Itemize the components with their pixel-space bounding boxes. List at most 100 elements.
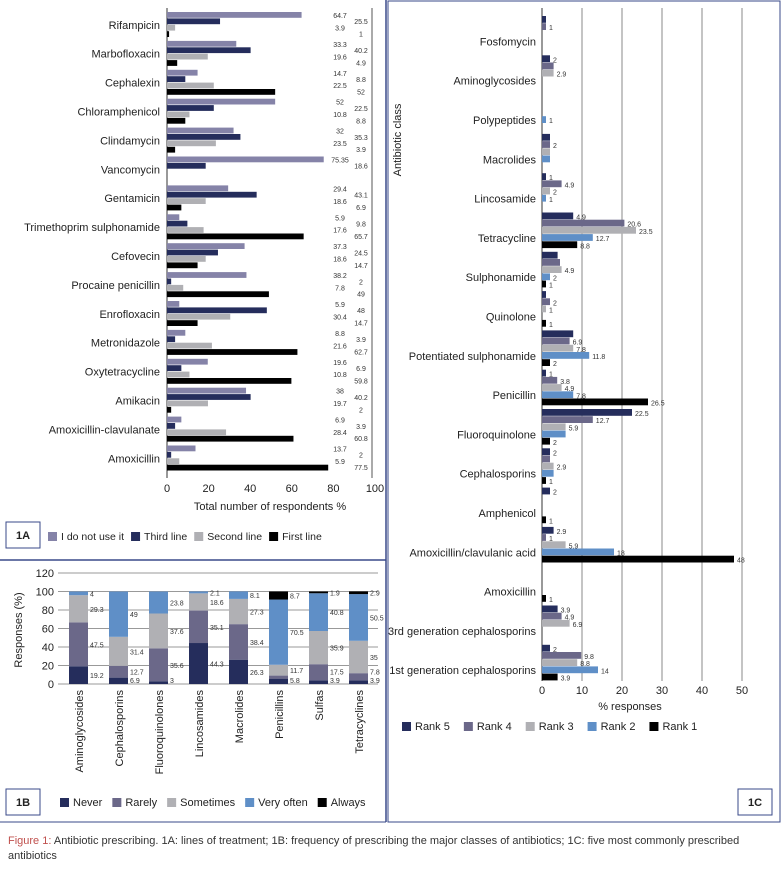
b-category-label: Penicillins (274, 690, 286, 739)
b-data-label: 40.8 (330, 610, 344, 617)
a-data-label: 10.8 (333, 372, 347, 379)
a-bar (167, 233, 304, 240)
a-category-label: Rifampicin (109, 20, 160, 32)
b-legend-swatch (245, 798, 255, 807)
a-bar (167, 394, 251, 400)
c-x-axis-title: % responses (598, 701, 662, 713)
a-bar (167, 53, 208, 60)
b-legend-label: Sometimes (180, 797, 236, 809)
c-legend-swatch (649, 722, 659, 731)
c-bar (542, 644, 550, 652)
c-bar (542, 526, 554, 534)
a-category-label: Enrofloxacin (99, 309, 160, 321)
b-bar-segment (349, 594, 368, 641)
c-data-label: 4.9 (565, 182, 575, 189)
b-category-label: Aminoglycosides (74, 690, 86, 773)
c-data-label: 8.8 (580, 243, 590, 250)
b-bar-segment (349, 640, 368, 674)
a-bar (167, 191, 257, 198)
c-bar (542, 69, 554, 77)
c-bar (542, 369, 546, 377)
a-category-label: Marbofloxacin (92, 49, 160, 61)
a-bar (167, 320, 198, 326)
a-bar (167, 89, 276, 95)
c-data-label: 1 (549, 479, 553, 486)
a-bar (167, 365, 182, 371)
c-data-label: 2 (553, 361, 557, 368)
b-data-label: 2.1 (210, 590, 220, 597)
b-bar-segment (269, 591, 288, 600)
a-data-label: 28.4 (333, 430, 347, 437)
b-bar-segment (269, 678, 288, 684)
a-x-tick-label: 80 (327, 483, 339, 495)
a-data-label: 2 (359, 453, 363, 460)
a-bar (167, 406, 172, 413)
a-data-label: 48 (357, 308, 365, 315)
b-data-label: 50.5 (370, 615, 384, 622)
c-legend-swatch (463, 722, 473, 731)
c-data-label: 2 (553, 647, 557, 654)
c-data-label: 18 (617, 551, 625, 558)
b-data-label: 49 (130, 612, 138, 619)
c-bar (542, 652, 582, 659)
a-data-label: 1 (359, 32, 363, 39)
c-bar (542, 430, 566, 438)
b-bar-segment (229, 659, 248, 684)
c-bar (542, 619, 570, 627)
a-data-label: 13.7 (333, 447, 347, 454)
b-data-label: 37.6 (170, 629, 184, 636)
c-bar (542, 487, 550, 495)
a-data-label: 10.8 (333, 112, 347, 119)
b-bar-segment (109, 591, 128, 637)
c-data-label: 11.8 (592, 354, 605, 361)
a-legend-label: First line (282, 531, 322, 543)
c-bar (542, 212, 574, 220)
b-bar-segment (69, 595, 88, 623)
b-bar-segment (109, 665, 128, 678)
a-bar (167, 140, 216, 147)
a-legend-swatch (269, 532, 279, 541)
c-bar (542, 148, 550, 156)
a-bar (167, 358, 208, 365)
c-bar (542, 416, 593, 423)
a-data-label: 21.6 (333, 343, 347, 350)
b-category-label: Lincosamides (194, 690, 206, 758)
b-data-label: 35.9 (330, 646, 344, 653)
b-legend-swatch (317, 798, 327, 807)
c-data-label: 1 (549, 322, 553, 329)
c-bar (542, 548, 614, 556)
a-x-tick-label: 0 (164, 483, 170, 495)
b-bar-segment (149, 681, 168, 684)
a-data-label: 29.4 (333, 186, 347, 193)
a-bar (167, 227, 204, 233)
c-bar (542, 226, 636, 234)
b-category-label: Fluoroquinolones (154, 690, 166, 775)
c-bar (542, 541, 566, 549)
c-bar (542, 673, 558, 681)
c-bar (542, 330, 574, 338)
b-data-label: 35 (370, 655, 378, 662)
c-bar (542, 398, 648, 406)
c-data-label: 1 (549, 372, 553, 379)
a-bar (167, 272, 247, 278)
b-legend-label: Rarely (125, 797, 157, 809)
a-bar (167, 12, 302, 18)
b-legend-label: Very often (258, 797, 308, 809)
caption-text: Antibiotic prescribing. 1A: lines of tre… (8, 835, 740, 862)
a-bar (167, 134, 241, 140)
b-data-label: 3 (170, 678, 174, 685)
b-bar-segment (189, 593, 208, 611)
b-bar-segment (149, 613, 168, 649)
c-data-label: 2 (553, 57, 557, 64)
a-data-label: 8.8 (335, 331, 345, 338)
c-bar (542, 612, 562, 620)
c-x-tick-label: 0 (539, 685, 545, 697)
c-data-label: 2 (553, 450, 557, 457)
b-y-tick-label: 40 (42, 642, 54, 654)
a-category-label: Amoxicillin (108, 453, 160, 465)
b-bar-segment (69, 666, 88, 684)
c-legend-label: Rank 4 (477, 721, 512, 733)
a-data-label: 22.5 (354, 106, 368, 113)
b-y-tick-label: 100 (36, 587, 54, 599)
b-data-label: 17.5 (330, 669, 344, 676)
